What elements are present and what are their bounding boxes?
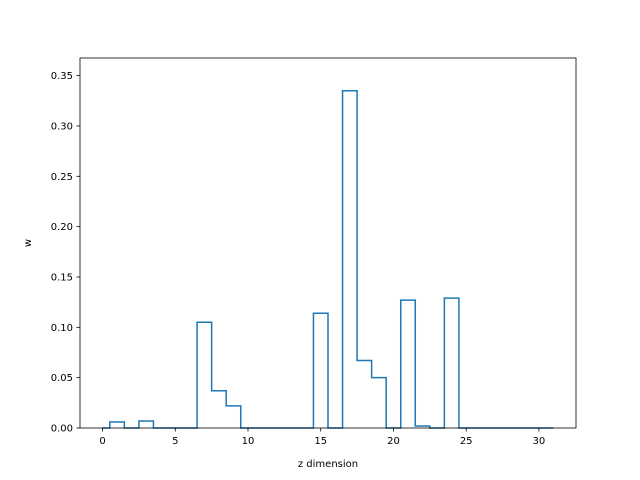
x-tick-label: 25 (460, 436, 473, 447)
y-tick-label: 0.05 (51, 373, 73, 384)
x-axis-ticks: 0 5 10 15 20 25 30 (99, 428, 545, 447)
x-tick-label: 20 (387, 436, 400, 447)
y-axis-ticks: 0.00 0.05 0.10 0.15 0.20 0.25 0.30 0.35 (51, 71, 80, 435)
y-tick-label: 0.25 (51, 172, 73, 183)
y-tick-label: 0.10 (51, 323, 73, 334)
x-tick-label: 0 (99, 436, 105, 447)
x-tick-label: 10 (242, 436, 255, 447)
x-tick-label: 30 (533, 436, 546, 447)
y-tick-label: 0.15 (51, 272, 73, 283)
y-tick-label: 0.35 (51, 71, 73, 82)
x-tick-label: 15 (314, 436, 327, 447)
axes-frame (79, 57, 577, 429)
y-tick-label: 0.00 (51, 424, 73, 435)
x-tick-label: 5 (172, 436, 178, 447)
y-tick-label: 0.30 (51, 121, 73, 132)
y-axis-label: w (23, 239, 34, 247)
y-tick-label: 0.20 (51, 222, 73, 233)
x-axis-label: z dimension (298, 459, 358, 470)
